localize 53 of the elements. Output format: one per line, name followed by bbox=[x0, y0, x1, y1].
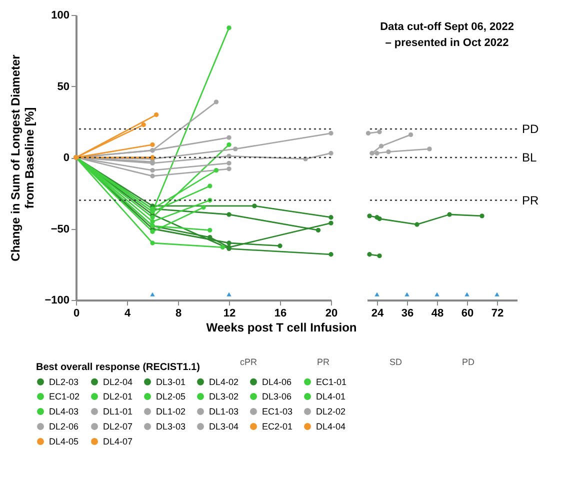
x-tick-label: 24 bbox=[371, 308, 384, 320]
x-tick-label: 20 bbox=[325, 308, 338, 320]
legend-label: DL4-01 bbox=[316, 392, 346, 402]
ref-line-label: PD bbox=[522, 122, 540, 136]
legend-label: DL2-03 bbox=[49, 376, 79, 387]
legend-label: DL3-01 bbox=[156, 376, 186, 387]
legend-label: EC2-01 bbox=[262, 422, 293, 432]
x-tick-label: 16 bbox=[274, 308, 287, 320]
legend-label: EC1-01 bbox=[316, 376, 347, 387]
x-tick-label: 4 bbox=[124, 308, 132, 320]
legend-label: DL3-06 bbox=[262, 392, 292, 402]
x-tick-label: 0 bbox=[73, 308, 80, 320]
ref-line-label: PR bbox=[522, 193, 540, 208]
y-tick-label: 50 bbox=[57, 80, 70, 93]
legend-label: DL4-07 bbox=[103, 436, 133, 446]
text: PR bbox=[317, 357, 330, 367]
legend-label: DL4-05 bbox=[49, 436, 79, 446]
legend-label: DL2-04 bbox=[103, 376, 133, 387]
ref-line-label: BL bbox=[522, 150, 538, 164]
text: PD bbox=[462, 357, 475, 367]
legend-label: DL3-03 bbox=[156, 422, 186, 432]
legend-label: DL3-02 bbox=[209, 392, 239, 402]
legend-label: DL2-07 bbox=[103, 422, 133, 432]
legend-label: DL1-01 bbox=[103, 406, 133, 416]
x-tick-label: 72 bbox=[491, 308, 504, 320]
x-axis-title: Weeks post T cell Infusion bbox=[206, 320, 357, 334]
y-axis-title: Change in Sum of Longest Diameter from Baseline [%] bbox=[8, 54, 37, 262]
legend-label: EC1-03 bbox=[262, 406, 293, 416]
x-tick-label: 60 bbox=[461, 308, 474, 320]
legend-label: DL2-01 bbox=[103, 392, 133, 402]
legend-title: Best overall response (RECIST1.1) bbox=[36, 362, 200, 373]
legend-label: DL3-04 bbox=[209, 422, 239, 432]
y-tick-label: 100 bbox=[51, 10, 70, 22]
y-tick-label: −50 bbox=[50, 223, 70, 236]
legend-label: DL4-03 bbox=[49, 406, 79, 416]
x-tick-label: 8 bbox=[175, 308, 182, 320]
legend-label: DL4-04 bbox=[316, 422, 346, 432]
text: cPR bbox=[240, 357, 258, 367]
legend-label: DL4-06 bbox=[262, 376, 292, 387]
legend-label: DL2-02 bbox=[316, 406, 346, 416]
legend-label: DL2-05 bbox=[156, 392, 186, 402]
x-tick-label: 36 bbox=[401, 308, 414, 320]
legend-label: DL1-03 bbox=[209, 406, 239, 416]
legend-label: DL2-06 bbox=[49, 422, 79, 432]
legend-label: DL1-02 bbox=[156, 406, 186, 416]
annotation: Data cut-off Sept 06, 2022 – presented in Oct 2022 bbox=[380, 21, 514, 49]
y-tick-label: −100 bbox=[44, 294, 70, 306]
legend-label: EC1-02 bbox=[49, 392, 80, 402]
legend-label: DL4-02 bbox=[209, 376, 239, 387]
x-tick-label: 48 bbox=[431, 308, 444, 320]
y-tick-label: 0 bbox=[63, 152, 70, 164]
text: SD bbox=[390, 357, 402, 367]
x-tick-label: 12 bbox=[223, 308, 236, 320]
